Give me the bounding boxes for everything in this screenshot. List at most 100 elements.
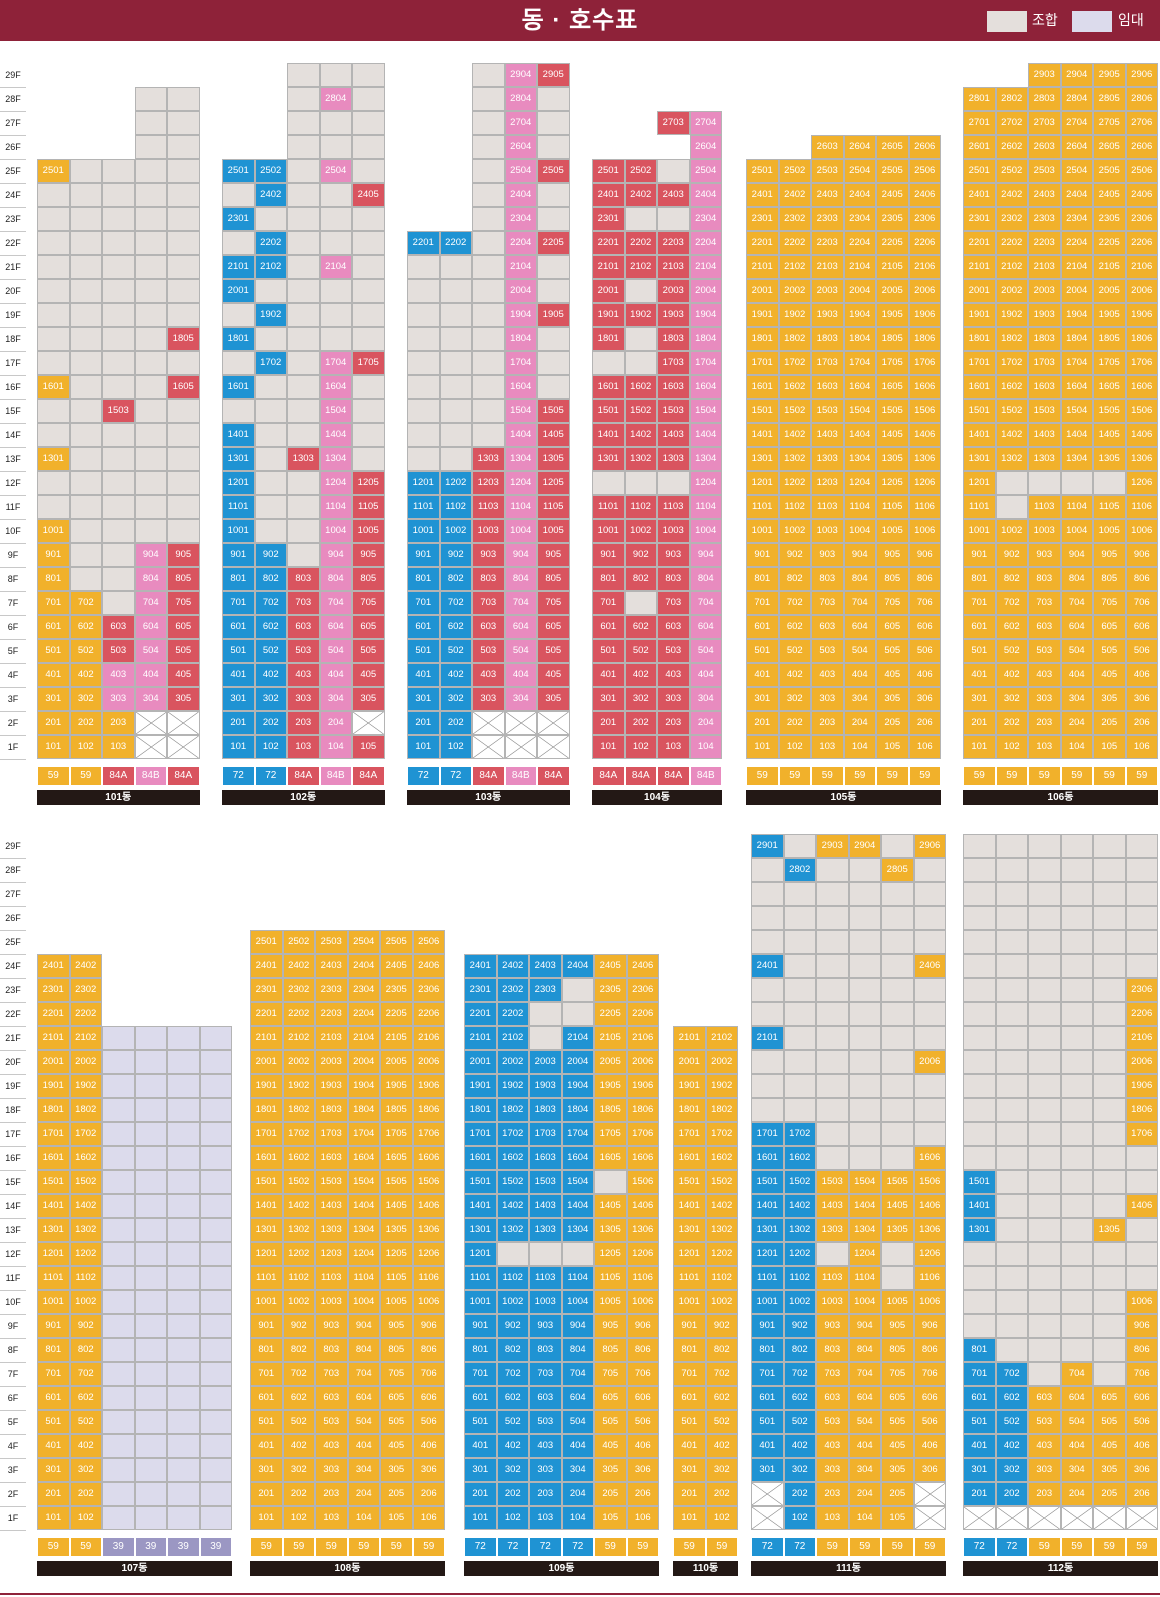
unit-type-cell: 59 bbox=[1125, 766, 1158, 786]
unit-cell: 1804 bbox=[689, 327, 722, 351]
floor-label: 7F bbox=[7, 1369, 19, 1379]
rental-unit-cell bbox=[134, 1026, 167, 1050]
union-unit-cell bbox=[1060, 1122, 1093, 1146]
union-unit-cell bbox=[1060, 471, 1093, 495]
unit-cell: 801 bbox=[592, 567, 625, 591]
building-label: 103동 bbox=[407, 790, 570, 805]
unit-cell: 804 bbox=[689, 567, 722, 591]
unit-cell: 404 bbox=[347, 1434, 380, 1458]
unit-cell: 502 bbox=[778, 639, 811, 663]
unit-cell: 2101 bbox=[746, 255, 779, 279]
rental-unit-cell bbox=[102, 1074, 135, 1098]
unit-cell: 2405 bbox=[876, 183, 909, 207]
unit-cell: 602 bbox=[282, 1386, 315, 1410]
unit-cell: 606 bbox=[913, 1386, 946, 1410]
union-unit-cell bbox=[995, 1002, 1028, 1026]
unit-cell: 402 bbox=[705, 1434, 738, 1458]
unit-cell: 1606 bbox=[626, 1146, 659, 1170]
unit-cell: 204 bbox=[1060, 1482, 1093, 1506]
unit-cell: 601 bbox=[464, 1386, 497, 1410]
unit-cell: 705 bbox=[352, 591, 385, 615]
unit-cell: 103 bbox=[287, 735, 320, 759]
unit-cell: 2202 bbox=[995, 231, 1028, 255]
union-unit-cell bbox=[287, 495, 320, 519]
unit-cell: 2004 bbox=[1060, 279, 1093, 303]
unit-cell: 803 bbox=[472, 567, 505, 591]
unit-cell: 405 bbox=[352, 663, 385, 687]
unit-cell: 301 bbox=[37, 1458, 70, 1482]
union-unit-cell bbox=[995, 1122, 1028, 1146]
unit-cell: 401 bbox=[222, 663, 255, 687]
unit-cell: 306 bbox=[626, 1458, 659, 1482]
unit-cell: 2105 bbox=[594, 1026, 627, 1050]
unit-cell: 2406 bbox=[412, 954, 445, 978]
union-unit-cell bbox=[1028, 1146, 1061, 1170]
union-unit-cell bbox=[69, 399, 102, 423]
union-unit-cell bbox=[751, 1098, 784, 1122]
unit-cell: 101 bbox=[746, 735, 779, 759]
unit-cell: 305 bbox=[881, 1458, 914, 1482]
union-unit-cell bbox=[102, 351, 135, 375]
union-unit-cell bbox=[352, 63, 385, 87]
floor-label: 27F bbox=[5, 118, 21, 128]
union-unit-cell bbox=[407, 447, 440, 471]
unit-cell: 104 bbox=[848, 1506, 881, 1530]
union-unit-cell bbox=[319, 303, 352, 327]
unit-cell: 903 bbox=[811, 543, 844, 567]
unit-cell: 306 bbox=[1125, 687, 1158, 711]
floor-divider bbox=[0, 183, 26, 184]
unit-cell: 2101 bbox=[250, 1026, 283, 1050]
unit-cell: 2403 bbox=[657, 183, 690, 207]
union-unit-cell bbox=[134, 87, 167, 111]
unit-cell: 1806 bbox=[908, 327, 941, 351]
unit-cell: 1305 bbox=[1093, 1218, 1126, 1242]
unit-cell: 102 bbox=[496, 1506, 529, 1530]
unit-cell: 1104 bbox=[504, 495, 537, 519]
unit-type-cell: 84B bbox=[319, 766, 352, 786]
unit-cell: 2605 bbox=[876, 135, 909, 159]
unit-cell: 2404 bbox=[504, 183, 537, 207]
unit-cell: 1401 bbox=[751, 1194, 784, 1218]
unit-cell: 1403 bbox=[529, 1194, 562, 1218]
unit-cell: 1805 bbox=[594, 1098, 627, 1122]
unit-cell: 403 bbox=[529, 1434, 562, 1458]
unit-cell: 705 bbox=[167, 591, 200, 615]
floor-divider bbox=[0, 1122, 26, 1123]
unit-cell: 802 bbox=[282, 1338, 315, 1362]
unit-cell: 1702 bbox=[496, 1122, 529, 1146]
unit-cell: 2202 bbox=[496, 1002, 529, 1026]
floor-divider bbox=[0, 1314, 26, 1315]
union-unit-cell bbox=[69, 351, 102, 375]
union-unit-cell bbox=[352, 159, 385, 183]
union-unit-cell bbox=[254, 399, 287, 423]
unit-type-cell: 59 bbox=[282, 1537, 315, 1557]
floor-label: 19F bbox=[5, 310, 21, 320]
unit-cell: 1906 bbox=[1125, 1074, 1158, 1098]
unit-cell: 1901 bbox=[250, 1074, 283, 1098]
unit-cell: 1701 bbox=[963, 351, 996, 375]
unit-cell: 303 bbox=[529, 1458, 562, 1482]
unit-type-cell: 59 bbox=[848, 1537, 881, 1557]
unit-cell: 1001 bbox=[464, 1290, 497, 1314]
unit-cell: 203 bbox=[1028, 711, 1061, 735]
unit-cell: 702 bbox=[69, 591, 102, 615]
rental-unit-cell bbox=[102, 1482, 135, 1506]
unit-cell: 1103 bbox=[315, 1266, 348, 1290]
rental-unit-cell bbox=[134, 1338, 167, 1362]
floor-label: 8F bbox=[7, 574, 19, 584]
unit-cell: 701 bbox=[407, 591, 440, 615]
unit-cell: 1606 bbox=[412, 1146, 445, 1170]
union-unit-cell bbox=[881, 1266, 914, 1290]
unit-cell: 1703 bbox=[1028, 351, 1061, 375]
unit-cell: 1504 bbox=[561, 1170, 594, 1194]
unit-cell: 1801 bbox=[673, 1098, 706, 1122]
unit-cell: 2303 bbox=[529, 978, 562, 1002]
unit-cell: 1201 bbox=[407, 471, 440, 495]
union-unit-cell bbox=[439, 279, 472, 303]
union-unit-cell bbox=[472, 207, 505, 231]
page-title: 동 · 호수표 bbox=[521, 7, 639, 34]
unit-cell: 305 bbox=[1093, 1458, 1126, 1482]
rental-unit-cell bbox=[167, 1314, 200, 1338]
union-unit-cell bbox=[254, 207, 287, 231]
rental-unit-cell bbox=[102, 1050, 135, 1074]
